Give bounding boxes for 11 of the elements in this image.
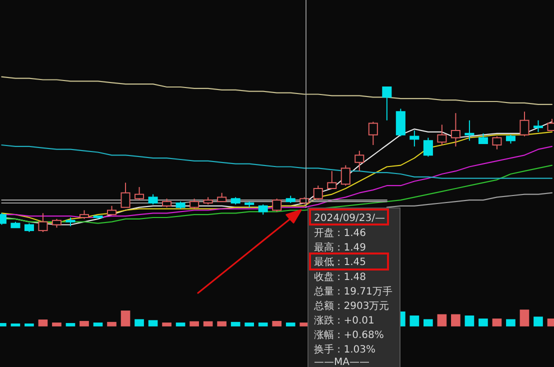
text: ——MA——: [314, 357, 370, 367]
text: 最低 : 1.45: [314, 257, 366, 268]
annotation: 2024/09/23/—: [314, 213, 386, 224]
text: 收盘 : 1.48: [314, 272, 366, 283]
annotation: 涨跌 : +0.01: [314, 314, 374, 326]
annotation: 总额 : 2903万元: [313, 300, 390, 312]
text: 最高 : 1.49: [314, 242, 366, 254]
annotation: 开盘 : 1.46: [314, 227, 366, 239]
text: 涨幅 : +0.68%: [314, 330, 384, 341]
text: 换手 : 1.03%: [314, 344, 376, 356]
text: 总量 : 19.71万手: [314, 286, 392, 298]
